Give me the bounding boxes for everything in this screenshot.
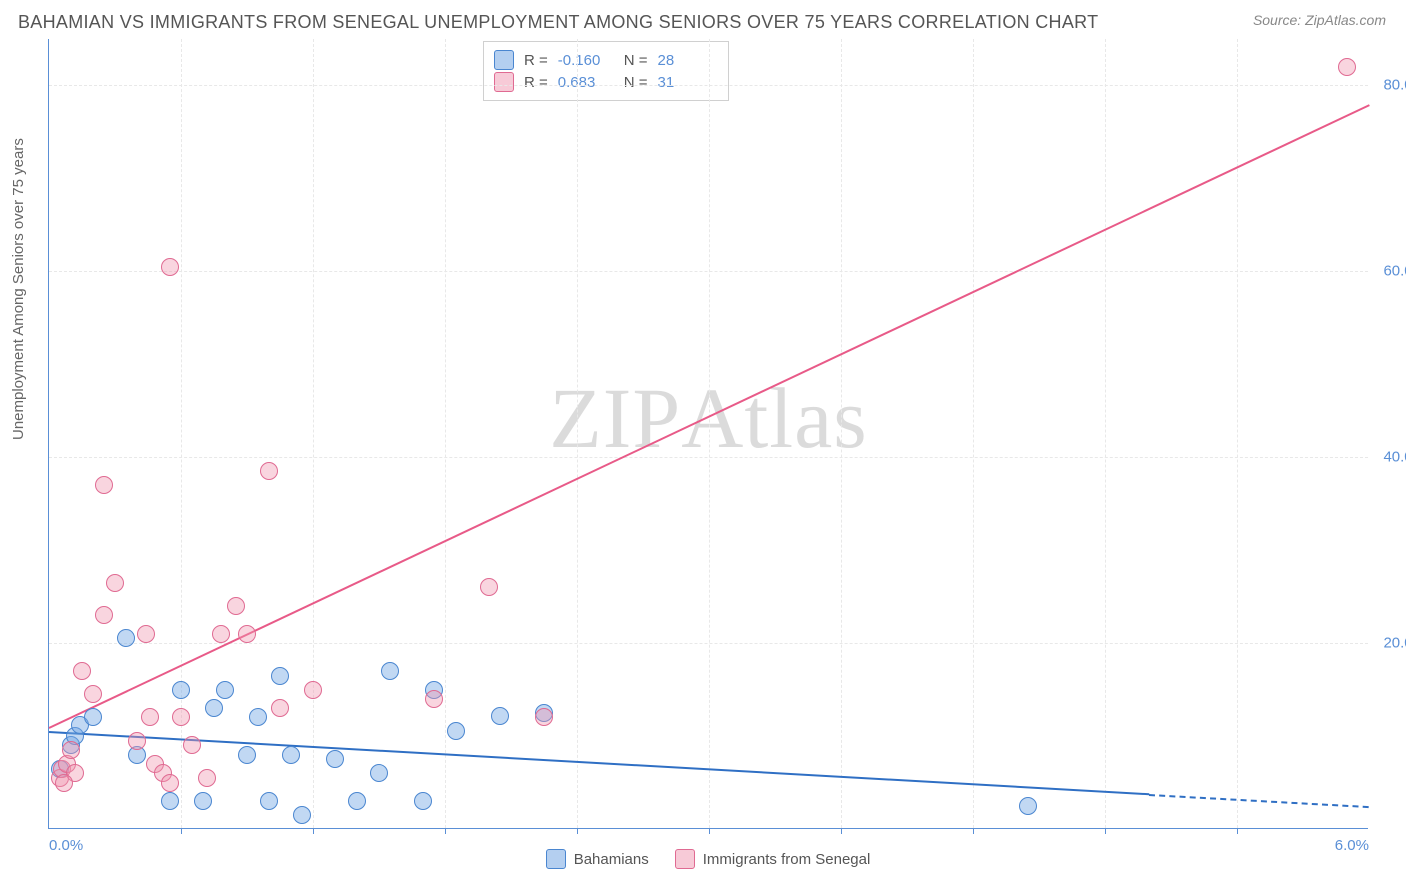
data-point: [84, 685, 102, 703]
x-tick: [445, 828, 446, 834]
series-legend: Bahamians Immigrants from Senegal: [48, 849, 1368, 869]
y-tick-label: 60.0%: [1383, 263, 1406, 280]
data-point: [260, 792, 278, 810]
data-point: [205, 699, 223, 717]
gridline: [577, 39, 578, 828]
legend-row: R = -0.160 N = 28: [494, 50, 714, 70]
gridline: [445, 39, 446, 828]
data-point: [249, 708, 267, 726]
data-point: [194, 792, 212, 810]
data-point: [348, 792, 366, 810]
n-label: N =: [624, 74, 648, 91]
data-point: [172, 681, 190, 699]
data-point: [128, 732, 146, 750]
data-point: [293, 806, 311, 824]
trend-line: [1149, 794, 1369, 808]
data-point: [137, 625, 155, 643]
x-tick: [181, 828, 182, 834]
data-point: [535, 708, 553, 726]
x-tick: [313, 828, 314, 834]
n-value: 28: [658, 52, 714, 69]
gridline: [973, 39, 974, 828]
data-point: [117, 629, 135, 647]
data-point: [62, 741, 80, 759]
data-point: [95, 606, 113, 624]
source-attribution: Source: ZipAtlas.com: [1253, 12, 1386, 28]
data-point: [271, 699, 289, 717]
legend-item: Bahamians: [546, 849, 649, 869]
data-point: [304, 681, 322, 699]
data-point: [106, 574, 124, 592]
data-point: [183, 736, 201, 754]
r-label: R =: [524, 52, 548, 69]
gridline: [841, 39, 842, 828]
data-point: [55, 774, 73, 792]
data-point: [95, 476, 113, 494]
data-point: [84, 708, 102, 726]
data-point: [1019, 797, 1037, 815]
x-tick: [1237, 828, 1238, 834]
y-axis-label: Unemployment Among Seniors over 75 years: [10, 138, 27, 440]
legend-item: Immigrants from Senegal: [675, 849, 871, 869]
data-point: [282, 746, 300, 764]
gridline: [709, 39, 710, 828]
legend-label: Bahamians: [574, 851, 649, 868]
legend-label: Immigrants from Senegal: [703, 851, 871, 868]
legend-row: R = 0.683 N = 31: [494, 72, 714, 92]
gridline: [313, 39, 314, 828]
gridline: [1237, 39, 1238, 828]
data-point: [1338, 58, 1356, 76]
data-point: [370, 764, 388, 782]
data-point: [172, 708, 190, 726]
data-point: [227, 597, 245, 615]
x-tick: [841, 828, 842, 834]
chart-title: BAHAMIAN VS IMMIGRANTS FROM SENEGAL UNEM…: [18, 12, 1098, 33]
x-tick: [577, 828, 578, 834]
data-point: [326, 750, 344, 768]
data-point: [73, 662, 91, 680]
data-point: [238, 625, 256, 643]
legend-swatch: [494, 50, 514, 70]
data-point: [480, 578, 498, 596]
y-tick-label: 80.0%: [1383, 77, 1406, 94]
data-point: [161, 792, 179, 810]
plot-region: ZIPAtlas R =-0.160N =28R =0.683N =31 20.…: [48, 39, 1368, 829]
x-tick: [1105, 828, 1106, 834]
data-point: [216, 681, 234, 699]
gridline: [1105, 39, 1106, 828]
data-point: [271, 667, 289, 685]
data-point: [198, 769, 216, 787]
data-point: [238, 746, 256, 764]
data-point: [381, 662, 399, 680]
scatter-chart: ZIPAtlas R =-0.160N =28R =0.683N =31 20.…: [48, 39, 1368, 829]
data-point: [425, 690, 443, 708]
legend-swatch: [675, 849, 695, 869]
data-point: [161, 258, 179, 276]
data-point: [260, 462, 278, 480]
data-point: [447, 722, 465, 740]
legend-swatch: [546, 849, 566, 869]
data-point: [491, 707, 509, 725]
x-tick: [709, 828, 710, 834]
x-tick: [973, 828, 974, 834]
trend-line: [49, 731, 1149, 795]
data-point: [141, 708, 159, 726]
legend-swatch: [494, 72, 514, 92]
r-value: 0.683: [558, 74, 614, 91]
data-point: [161, 774, 179, 792]
data-point: [212, 625, 230, 643]
n-label: N =: [624, 52, 648, 69]
data-point: [414, 792, 432, 810]
correlation-legend: R = -0.160 N = 28 R = 0.683 N = 31: [483, 41, 729, 101]
n-value: 31: [658, 74, 714, 91]
r-label: R =: [524, 74, 548, 91]
y-tick-label: 40.0%: [1383, 449, 1406, 466]
y-tick-label: 20.0%: [1383, 635, 1406, 652]
r-value: -0.160: [558, 52, 614, 69]
